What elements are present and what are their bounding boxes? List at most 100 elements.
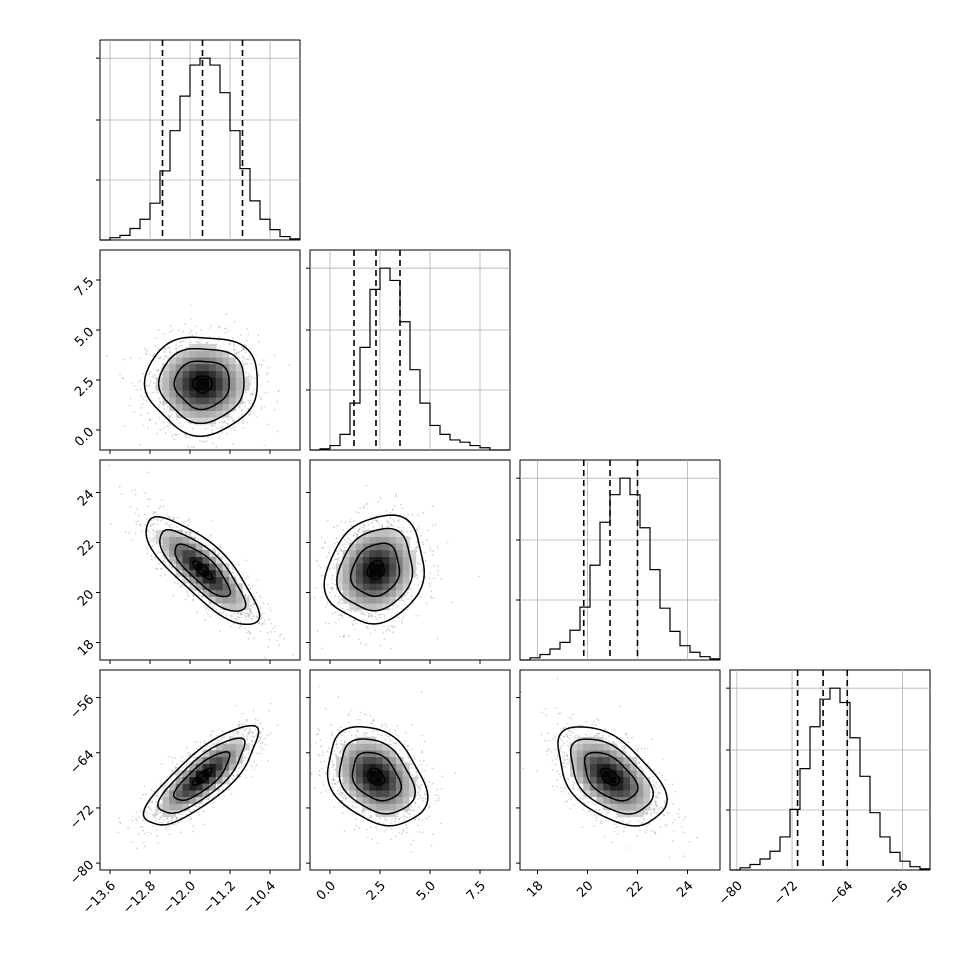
scatter-point: [175, 823, 177, 825]
scatter-point: [263, 445, 265, 447]
scatter-point: [373, 520, 375, 522]
scatter-point: [321, 547, 323, 549]
scatter-point: [580, 790, 582, 792]
density-cell: [369, 550, 376, 557]
scatter-point: [336, 537, 338, 539]
scatter-point: [176, 763, 178, 765]
scatter-point: [413, 839, 415, 841]
scatter-point: [244, 730, 246, 732]
density-cell: [209, 364, 216, 371]
scatter-point: [195, 333, 197, 335]
density-cell: [363, 550, 370, 557]
scatter-point: [628, 755, 630, 757]
scatter-point: [420, 535, 422, 537]
scatter-point: [389, 630, 391, 632]
density-cell: [176, 384, 183, 391]
scatter-point: [224, 736, 226, 738]
scatter-point: [256, 416, 258, 418]
scatter-point: [561, 740, 563, 742]
scatter-point: [340, 794, 342, 796]
scatter-point: [186, 591, 188, 593]
scatter-point: [156, 433, 158, 435]
scatter-point: [248, 584, 250, 586]
scatter-point: [141, 407, 143, 409]
scatter-point: [425, 791, 427, 793]
scatter-point: [359, 507, 361, 509]
scatter-point: [333, 526, 335, 528]
scatter-point: [567, 745, 569, 747]
density-cell: [183, 784, 190, 791]
scatter-point: [146, 547, 148, 549]
scatter-point: [245, 577, 247, 579]
scatter-point: [140, 388, 142, 390]
scatter-point: [364, 614, 366, 616]
scatter-point: [181, 820, 183, 822]
scatter-point: [418, 514, 420, 516]
scatter-point: [548, 740, 550, 742]
scatter-point: [595, 735, 597, 737]
scatter-point: [403, 759, 405, 761]
scatter-point: [560, 737, 562, 739]
scatter-point: [419, 831, 421, 833]
scatter-point: [430, 597, 432, 599]
scatter-point: [541, 711, 543, 713]
scatter-point: [371, 522, 373, 524]
scatter-point: [396, 814, 398, 816]
scatter-point: [341, 603, 343, 605]
density-cell: [349, 550, 356, 557]
scatter-point: [653, 784, 655, 786]
density-cell: [577, 764, 584, 771]
density-cell: [189, 364, 196, 371]
scatter-point: [377, 733, 379, 735]
scatter-point: [162, 560, 164, 562]
scatter-point: [160, 401, 162, 403]
scatter-point: [134, 385, 136, 387]
scatter-point: [557, 678, 559, 680]
scatter-point: [179, 586, 181, 588]
scatter-point: [655, 801, 657, 803]
scatter-point: [260, 722, 262, 724]
scatter-point: [617, 833, 619, 835]
scatter-point: [200, 741, 202, 743]
scatter-point: [681, 826, 683, 828]
scatter-point: [273, 409, 275, 411]
scatter-point: [193, 757, 195, 759]
scatter-point: [222, 418, 224, 420]
scatter-point: [431, 524, 433, 526]
scatter-point: [255, 764, 257, 766]
density-cell: [363, 557, 370, 564]
scatter-point: [131, 382, 133, 384]
scatter-point: [382, 526, 384, 528]
scatter-point: [363, 507, 365, 509]
density-cell: [389, 784, 396, 791]
scatter-point: [213, 795, 215, 797]
scatter-point: [172, 527, 174, 529]
scatter-point: [164, 451, 166, 453]
scatter-point: [427, 529, 429, 531]
scatter-point: [255, 718, 257, 720]
scatter-point: [280, 633, 282, 635]
density-cell: [363, 744, 370, 751]
scatter-point: [628, 741, 630, 743]
density-panel-3-0: [96, 670, 302, 874]
scatter-point: [349, 617, 351, 619]
scatter-point: [210, 616, 212, 618]
density-cell: [176, 404, 183, 411]
scatter-point: [162, 786, 164, 788]
density-cell: [396, 583, 403, 590]
scatter-point: [652, 776, 654, 778]
scatter-point: [246, 363, 248, 365]
scatter-point: [672, 803, 674, 805]
scatter-point: [422, 569, 424, 571]
scatter-point: [183, 522, 185, 524]
scatter-point: [338, 729, 340, 731]
scatter-point: [254, 389, 256, 391]
density-cell: [349, 750, 356, 757]
density-cell: [383, 804, 390, 811]
scatter-point: [604, 728, 606, 730]
scatter-point: [405, 740, 407, 742]
scatter-point: [337, 782, 339, 784]
scatter-point: [317, 733, 319, 735]
scatter-point: [334, 584, 336, 586]
scatter-point: [257, 580, 259, 582]
